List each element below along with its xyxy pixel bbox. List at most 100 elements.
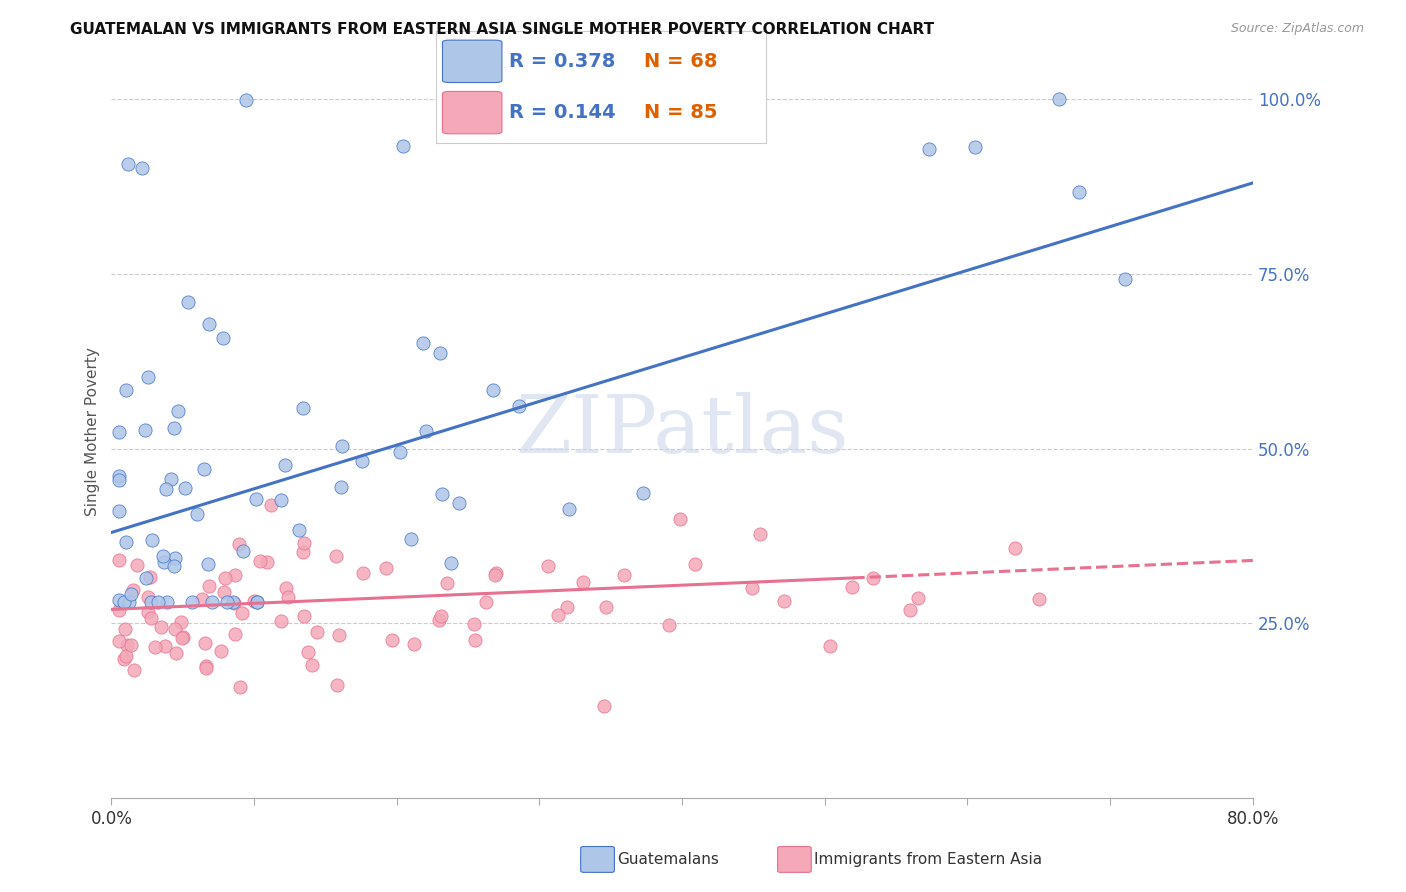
Point	[139, 570, 162, 584]
Point	[429, 346, 451, 360]
Point	[249, 554, 271, 568]
Point	[352, 454, 374, 468]
Point	[270, 614, 292, 628]
Point	[440, 557, 463, 571]
Point	[900, 602, 922, 616]
Point	[229, 680, 252, 694]
Point	[136, 590, 159, 604]
FancyBboxPatch shape	[443, 40, 502, 83]
Point	[222, 596, 245, 610]
Point	[134, 423, 156, 437]
Point	[221, 595, 243, 609]
Point	[537, 558, 560, 573]
Point	[163, 622, 186, 636]
Point	[136, 606, 159, 620]
Point	[114, 623, 136, 637]
FancyBboxPatch shape	[443, 92, 502, 134]
Point	[143, 640, 166, 654]
Point	[201, 595, 224, 609]
Point	[163, 558, 186, 573]
Point	[292, 536, 315, 550]
Text: Source: ZipAtlas.com: Source: ZipAtlas.com	[1230, 22, 1364, 36]
Point	[228, 537, 250, 551]
Point	[186, 507, 208, 521]
Point	[193, 462, 215, 476]
Point	[447, 495, 470, 509]
Text: ZIPatlas: ZIPatlas	[516, 392, 849, 470]
Point	[155, 595, 177, 609]
Point	[482, 384, 505, 398]
Point	[841, 580, 863, 594]
Point	[117, 638, 139, 652]
Point	[820, 640, 842, 654]
Point	[180, 595, 202, 609]
Point	[917, 142, 939, 156]
Point	[155, 482, 177, 496]
Point	[115, 383, 138, 397]
Point	[547, 608, 569, 623]
Point	[464, 632, 486, 647]
Point	[197, 557, 219, 571]
Point	[191, 592, 214, 607]
Point	[328, 627, 350, 641]
Point	[907, 591, 929, 605]
Point	[112, 651, 135, 665]
Point	[198, 317, 221, 331]
Point	[224, 568, 246, 582]
Point	[484, 567, 506, 582]
Point	[122, 583, 145, 598]
Point	[166, 404, 188, 418]
Point	[152, 549, 174, 563]
Point	[297, 645, 319, 659]
Point	[150, 620, 173, 634]
Point	[107, 634, 129, 648]
Point	[146, 595, 169, 609]
Point	[162, 421, 184, 435]
Point	[305, 624, 328, 639]
Point	[212, 585, 235, 599]
Point	[152, 555, 174, 569]
Point	[683, 557, 706, 571]
Point	[165, 551, 187, 566]
Point	[107, 468, 129, 483]
Point	[118, 595, 141, 609]
Point	[112, 595, 135, 609]
Point	[141, 533, 163, 547]
Point	[330, 439, 353, 453]
Point	[160, 472, 183, 486]
Point	[172, 631, 194, 645]
Point	[115, 535, 138, 549]
Point	[427, 613, 450, 627]
Point	[117, 157, 139, 171]
Point	[741, 581, 763, 595]
Text: Guatemalans: Guatemalans	[617, 853, 718, 867]
Text: R = 0.378: R = 0.378	[509, 52, 614, 70]
Point	[593, 698, 616, 713]
Point	[195, 660, 218, 674]
Point	[224, 627, 246, 641]
Point	[330, 480, 353, 494]
Point	[558, 502, 581, 516]
Point	[749, 527, 772, 541]
Y-axis label: Single Mother Poverty: Single Mother Poverty	[86, 347, 100, 516]
Point	[124, 663, 146, 677]
Point	[669, 511, 692, 525]
Point	[1004, 541, 1026, 555]
Point	[139, 595, 162, 609]
Point	[270, 493, 292, 508]
Point	[463, 616, 485, 631]
Point	[107, 603, 129, 617]
Point	[139, 611, 162, 625]
Point	[572, 575, 595, 590]
Point	[135, 571, 157, 585]
Point	[107, 553, 129, 567]
Point	[657, 617, 679, 632]
Point	[352, 566, 374, 580]
Point	[557, 599, 579, 614]
Point	[291, 544, 314, 558]
Point	[232, 544, 254, 558]
Point	[170, 615, 193, 629]
Point	[107, 593, 129, 607]
Point	[231, 606, 253, 620]
Point	[277, 590, 299, 604]
